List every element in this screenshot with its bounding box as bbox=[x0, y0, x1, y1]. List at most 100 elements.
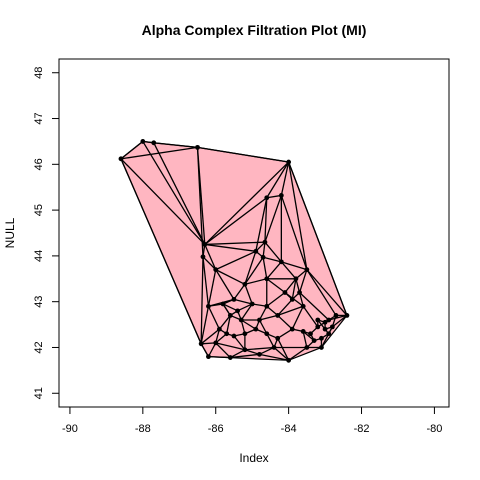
data-point bbox=[286, 357, 292, 363]
data-point bbox=[257, 317, 262, 323]
complex-edge bbox=[291, 305, 304, 330]
y-tick-label: 46 bbox=[33, 158, 45, 170]
data-point bbox=[231, 296, 237, 302]
complex-edge bbox=[204, 161, 290, 245]
complex-edge bbox=[197, 146, 289, 163]
complex-edge bbox=[200, 343, 210, 357]
data-point bbox=[220, 301, 226, 307]
complex-edge bbox=[252, 303, 267, 307]
data-point bbox=[300, 329, 306, 334]
complex-edge bbox=[233, 298, 253, 305]
complex-edge bbox=[222, 303, 238, 312]
data-point bbox=[271, 345, 277, 350]
complex-edge bbox=[259, 314, 278, 321]
complex-edge bbox=[215, 250, 257, 271]
complex-edge bbox=[264, 197, 268, 243]
complex-edge bbox=[299, 292, 330, 321]
complex-edge bbox=[277, 298, 293, 316]
complex-edge bbox=[262, 257, 268, 279]
data-point bbox=[289, 326, 295, 332]
complex-edge bbox=[230, 353, 260, 359]
data-point bbox=[202, 242, 208, 247]
data-point bbox=[242, 331, 248, 337]
complex-edge bbox=[280, 161, 290, 196]
complex-edge bbox=[240, 319, 257, 330]
data-point bbox=[319, 345, 324, 350]
data-point bbox=[282, 290, 288, 295]
complex-edge bbox=[258, 305, 268, 321]
x-tick-label: -88 bbox=[135, 423, 151, 435]
complex-edge bbox=[142, 141, 206, 245]
data-point bbox=[257, 351, 262, 357]
complex-edge bbox=[202, 256, 217, 271]
data-point bbox=[322, 319, 328, 325]
data-point bbox=[253, 248, 259, 254]
complex-edge bbox=[259, 346, 275, 355]
complex-edge bbox=[240, 303, 253, 321]
complex-edge bbox=[264, 241, 282, 263]
complex-edge bbox=[120, 158, 202, 345]
data-point bbox=[242, 347, 248, 353]
data-point bbox=[235, 308, 240, 314]
x-tick-label: -84 bbox=[281, 423, 297, 435]
complex-edge bbox=[230, 349, 246, 359]
data-point bbox=[227, 355, 233, 360]
complex-edge bbox=[233, 283, 246, 300]
complex-edge bbox=[266, 194, 282, 199]
data-point bbox=[315, 317, 321, 323]
complex-edge bbox=[200, 328, 220, 345]
complex-edge bbox=[266, 333, 275, 348]
data-point bbox=[289, 296, 295, 302]
data-point bbox=[198, 341, 204, 347]
chart-title: Alpha Complex Filtration Plot (MI) bbox=[142, 22, 367, 38]
complex-edge bbox=[153, 142, 198, 149]
complex-edge bbox=[215, 342, 231, 359]
complex-edge bbox=[331, 314, 348, 328]
data-point bbox=[326, 331, 332, 337]
complex-edge bbox=[120, 158, 206, 245]
complex-edge bbox=[244, 346, 275, 351]
complex-edge bbox=[204, 243, 256, 252]
complex-edge bbox=[200, 306, 210, 344]
complex-edge bbox=[266, 292, 286, 307]
data-point bbox=[227, 313, 233, 318]
complex-edge bbox=[244, 349, 260, 355]
complex-edge bbox=[266, 278, 286, 294]
complex-edge bbox=[244, 284, 253, 305]
data-point bbox=[311, 338, 317, 344]
data-point bbox=[300, 303, 306, 309]
complex-edge bbox=[284, 278, 297, 293]
complex-edge bbox=[277, 338, 290, 361]
complex-edge bbox=[207, 305, 220, 330]
complex-edge bbox=[207, 269, 217, 307]
data-point bbox=[329, 324, 335, 330]
y-tick-label: 43 bbox=[33, 296, 45, 308]
complex-edge bbox=[204, 241, 265, 246]
data-point bbox=[231, 333, 237, 339]
complex-edge bbox=[266, 261, 282, 280]
plot-area bbox=[118, 139, 350, 363]
complex-edge bbox=[153, 142, 206, 245]
x-tick-label: -80 bbox=[426, 423, 442, 435]
complex-edge bbox=[277, 328, 293, 339]
data-point bbox=[206, 354, 211, 360]
data-point bbox=[319, 335, 324, 341]
complex-edge bbox=[196, 147, 204, 257]
data-point bbox=[304, 345, 310, 350]
complex-edge bbox=[204, 197, 268, 245]
data-point bbox=[206, 303, 211, 309]
complex-edge bbox=[207, 342, 217, 357]
data-point bbox=[242, 281, 248, 287]
y-tick-label: 41 bbox=[33, 387, 45, 399]
y-tick-label: 45 bbox=[33, 204, 45, 216]
data-point bbox=[275, 313, 281, 318]
x-tick-label: -82 bbox=[354, 423, 370, 435]
data-point bbox=[260, 254, 266, 260]
data-point bbox=[213, 267, 219, 273]
data-point bbox=[264, 331, 270, 337]
data-point bbox=[249, 301, 255, 307]
complex-edge bbox=[277, 305, 304, 317]
complex-edge bbox=[233, 335, 246, 351]
complex-edge bbox=[302, 331, 308, 348]
